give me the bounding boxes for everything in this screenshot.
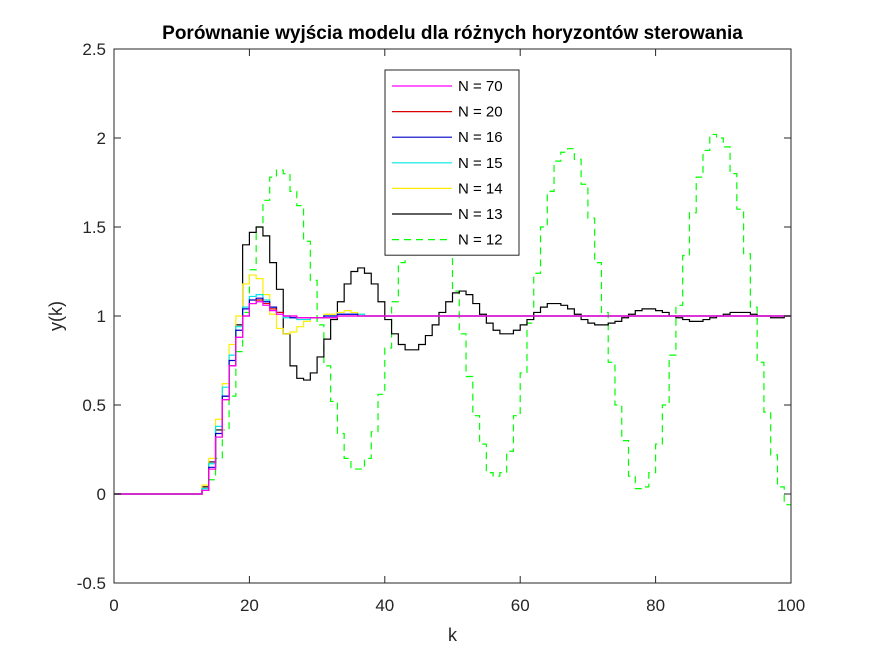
legend-label: N = 70 [458,78,503,95]
chart-title: Porównanie wyjścia modelu dla różnych ho… [162,23,743,44]
y-tick-label: -0.5 [77,574,106,593]
x-tick-label: 20 [240,596,259,615]
y-tick-label: 2.5 [82,40,106,59]
series-layer [114,133,791,506]
y-tick-label: 1.5 [82,218,106,237]
legend-label: N = 14 [458,180,503,197]
x-tick-label: 60 [511,596,530,615]
legend-label: N = 15 [458,155,503,172]
series-line-n-12 [114,133,791,506]
legend-label: N = 20 [458,104,503,121]
legend-label: N = 13 [458,206,503,223]
x-tick-label: 100 [777,596,805,615]
ticks-layer: 0 20 40 60 80 100-0.500.511.522.5 [77,40,805,615]
x-tick-label: 0 [109,596,118,615]
legend: N = 70 N = 20 N = 16 N = 15 N = 14 N = 13 N = … [384,69,520,256]
x-tick-label: 80 [646,596,665,615]
y-tick-label: 1 [97,307,106,326]
y-tick-label: 0 [97,485,106,504]
y-tick-label: 2 [97,129,106,148]
x-tick-label: 40 [375,596,394,615]
y-axis-label: y(k) [46,301,66,331]
series-line-n-70 [114,301,791,495]
y-tick-label: 0.5 [82,396,106,415]
legend-label: N = 16 [458,129,503,146]
legend-label: N = 12 [458,232,503,249]
x-axis-label: k [448,625,458,645]
